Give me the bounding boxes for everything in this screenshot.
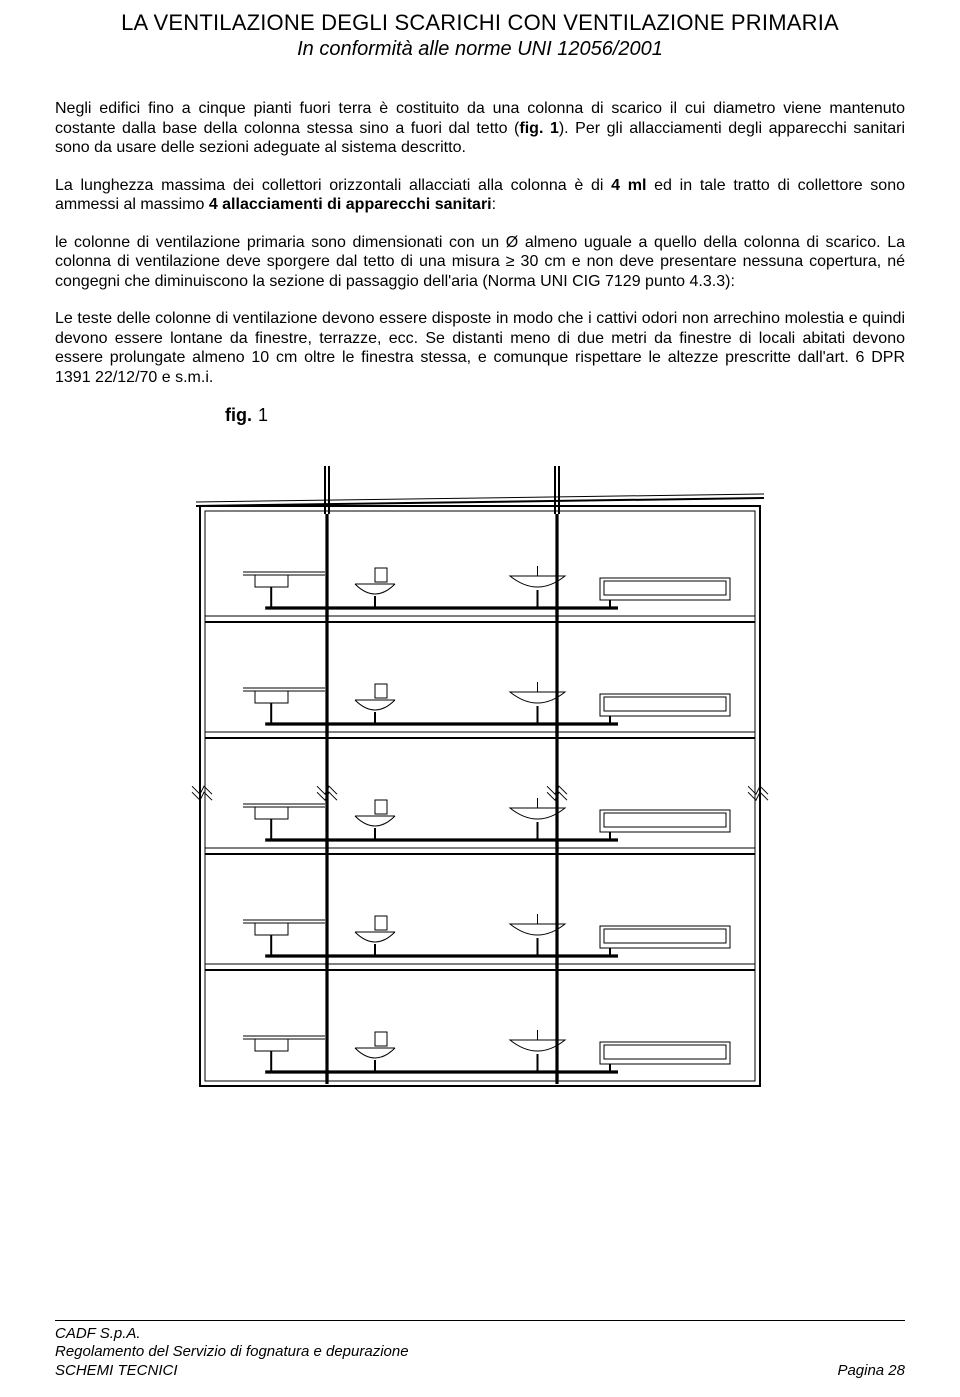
paragraph-1: Negli edifici fino a cinque pianti fuori… [55, 99, 905, 158]
page-footer: CADF S.p.A. Regolamento del Servizio di … [55, 1320, 905, 1380]
footer-company: CADF S.p.A. [55, 1325, 409, 1344]
body-text: Negli edifici fino a cinque pianti fuori… [55, 99, 905, 387]
title-line-1: LA VENTILAZIONE DEGLI SCARICHI CON VENTI… [55, 10, 905, 36]
footer-section: SCHEMI TECNICI [55, 1362, 178, 1379]
footer-regulation: Regolamento del Servizio di fognatura e … [55, 1343, 409, 1362]
paragraph-4: Le teste delle colonne di ventilazione d… [55, 309, 905, 387]
paragraph-2: La lunghezza massima dei collettori oriz… [55, 176, 905, 215]
title-line-2: In conformità alle norme UNI 12056/2001 [55, 38, 905, 61]
building-diagram [160, 446, 800, 1106]
footer-rule [55, 1320, 905, 1321]
paragraph-3: le colonne di ventilazione primaria sono… [55, 233, 905, 292]
footer-page: Pagina 28 [837, 1362, 905, 1379]
figure-label: fig.1 [225, 405, 905, 426]
